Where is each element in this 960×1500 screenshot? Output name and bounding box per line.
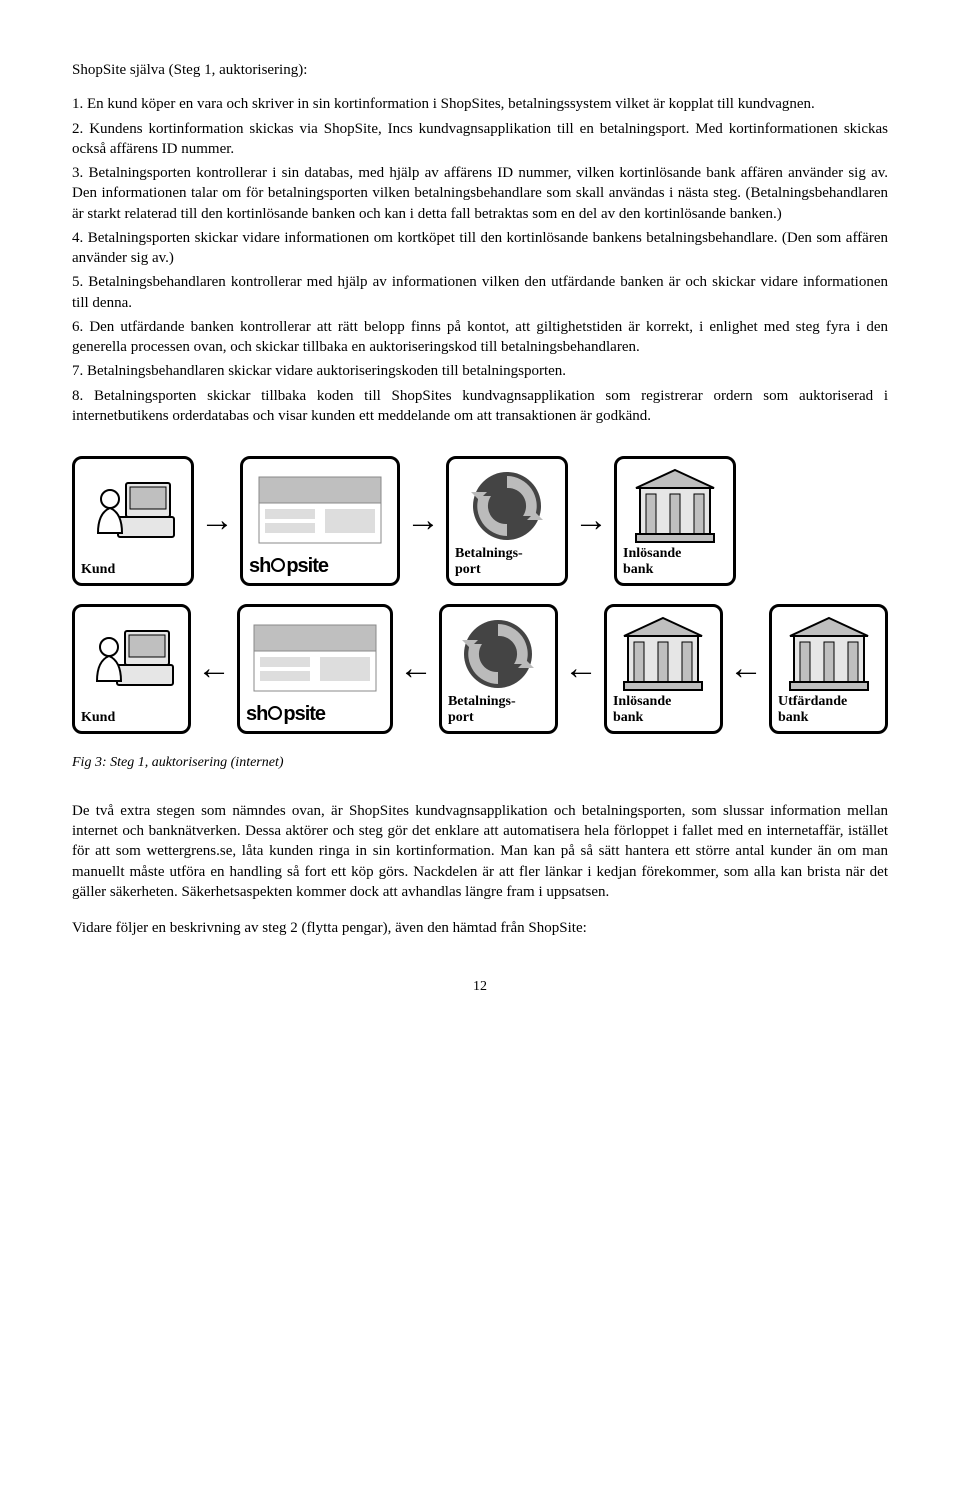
bank-icon [611, 613, 716, 694]
page-number: 12 [72, 978, 888, 997]
node-utfardande-bank: Utfärdande bank [769, 604, 888, 734]
flow-diagram: Kund → shpsite → [72, 456, 888, 734]
step-7: 7. Betalningsbehandlaren skickar vidare … [72, 361, 888, 381]
shopsite-icon [244, 613, 386, 703]
node-inlosande-bank: Inlösande bank [614, 456, 736, 586]
shopsite-logo: shpsite [249, 555, 328, 577]
step-4: 4. Betalningsporten skickar vidare infor… [72, 228, 888, 269]
node-betalningsport: Betalnings- port [439, 604, 558, 734]
node-shopsite: shpsite [237, 604, 393, 734]
heading: ShopSite själva (Steg 1, auktorisering): [72, 60, 888, 80]
arrow-right-icon: → [574, 504, 608, 538]
node-shopsite: shpsite [240, 456, 400, 586]
bank-icon [621, 465, 729, 546]
flow-row-1: Kund → shpsite → [72, 456, 888, 586]
body-para-2: De två extra stegen som nämndes ovan, är… [72, 801, 888, 902]
arrow-left-icon: ← [399, 652, 433, 686]
node-label: Betalnings- port [444, 694, 553, 725]
arrow-left-icon: ← [197, 652, 231, 686]
node-label: shpsite [242, 703, 388, 725]
step-1: 1. En kund köper en vara och skriver in … [72, 94, 888, 114]
kund-icon [79, 613, 184, 710]
node-label: shpsite [245, 555, 395, 577]
node-kund: Kund [72, 456, 194, 586]
node-label: Kund [77, 562, 189, 577]
node-label: Inlösande bank [619, 546, 731, 577]
node-betalningsport: Betalnings- port [446, 456, 568, 586]
node-kund: Kund [72, 604, 191, 734]
kund-icon [79, 465, 187, 562]
arrow-left-icon: ← [729, 652, 763, 686]
shopsite-icon [247, 465, 393, 555]
step-5: 5. Betalningsbehandlaren kontrollerar me… [72, 272, 888, 313]
port-icon [446, 613, 551, 694]
node-label: Inlösande bank [609, 694, 718, 725]
port-icon [453, 465, 561, 546]
node-label: Utfärdande bank [774, 694, 883, 725]
shopsite-logo: shpsite [246, 703, 325, 725]
step-8: 8. Betalningsporten skickar tillbaka kod… [72, 386, 888, 427]
step-2: 2. Kundens kortinformation skickas via S… [72, 119, 888, 160]
flow-row-2: Kund ← shpsite ← [72, 604, 888, 734]
node-label: Betalnings- port [451, 546, 563, 577]
arrow-right-icon: → [406, 504, 440, 538]
step-6: 6. Den utfärdande banken kontrollerar at… [72, 317, 888, 358]
figure-caption: Fig 3: Steg 1, auktorisering (internet) [72, 754, 888, 773]
arrow-right-icon: → [200, 504, 234, 538]
arrow-left-icon: ← [564, 652, 598, 686]
node-label: Kund [77, 710, 186, 725]
node-inlosande-bank: Inlösande bank [604, 604, 723, 734]
bank-icon [776, 613, 881, 694]
step-3: 3. Betalningsporten kontrollerar i sin d… [72, 163, 888, 224]
body-para-3: Vidare följer en beskrivning av steg 2 (… [72, 918, 888, 938]
